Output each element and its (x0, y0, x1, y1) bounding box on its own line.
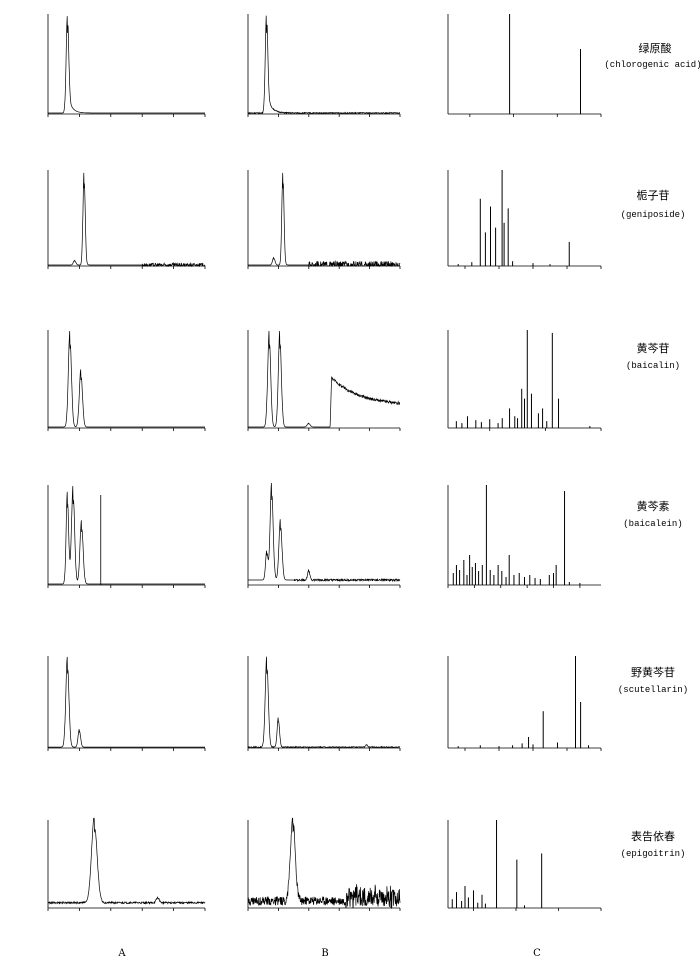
column-labels: A B C (117, 948, 541, 959)
trace-line (48, 330, 205, 428)
panel-a2 (47, 170, 206, 269)
panel-a5 (47, 656, 206, 751)
trace-line (247, 656, 401, 749)
panel-c4 (447, 485, 601, 588)
compound-en-2: (geniposide) (621, 210, 686, 220)
compound-en-4: (baicalein) (623, 519, 682, 529)
panel-b3 (247, 330, 401, 431)
compound-cn-6: 表告依春 (631, 829, 675, 843)
trace-line (247, 15, 401, 115)
column-label-b: B (321, 948, 328, 959)
trace-line (48, 656, 205, 748)
trace-line (47, 817, 206, 905)
trace-line (248, 330, 401, 428)
panel-a6 (47, 817, 206, 911)
panel-a4 (47, 485, 206, 588)
panel-a3 (47, 330, 206, 431)
panel-c1 (447, 14, 602, 117)
compound-cn-3: 黄芩苷 (637, 341, 670, 355)
plot-layer (47, 14, 602, 911)
panel-b1 (247, 14, 401, 117)
compound-en-5: (scutellarin) (618, 685, 688, 695)
trace-line (48, 485, 205, 585)
panel-c6 (447, 820, 602, 911)
compound-en-3: (baicalin) (626, 361, 680, 371)
column-label-a: A (117, 948, 126, 959)
compound-en-6: (epigoitrin) (621, 849, 686, 859)
panel-b6 (247, 817, 401, 911)
compound-en-1: (chlorogenic acid) (604, 60, 700, 70)
compound-labels: 绿原酸 (chlorogenic acid) 栀子苷 (geniposide) … (604, 41, 700, 859)
panel-c2 (447, 170, 602, 269)
panel-b4 (247, 482, 401, 588)
compound-cn-5: 野黄芩苷 (631, 665, 675, 679)
trace-line (248, 482, 401, 583)
compound-cn-4: 黄芩素 (637, 499, 670, 513)
trace-line (247, 817, 401, 910)
trace-line (248, 172, 401, 268)
panel-c5 (447, 656, 602, 751)
panel-b5 (247, 656, 401, 751)
panel-b2 (247, 170, 401, 269)
compound-cn-1: 绿原酸 (639, 41, 672, 55)
compound-cn-2: 栀子苷 (637, 188, 670, 202)
trace-line (48, 16, 205, 114)
column-label-c: C (533, 948, 541, 959)
panel-c3 (447, 330, 602, 431)
panel-a1 (47, 14, 206, 117)
trace-line (48, 172, 206, 268)
